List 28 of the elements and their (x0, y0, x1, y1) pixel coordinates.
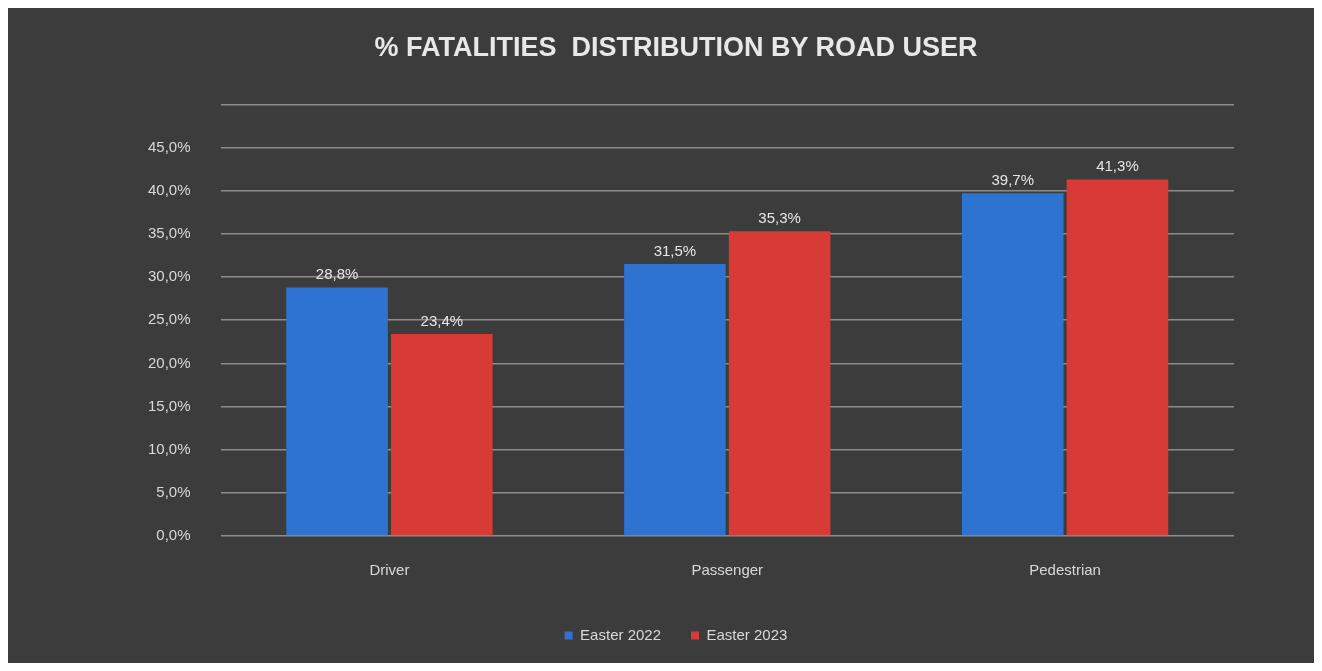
bar (961, 193, 1064, 536)
bar (391, 334, 493, 536)
y-tick-label: 25,0% (147, 310, 191, 328)
y-tick-label: 35,0% (147, 224, 191, 242)
data-label: 41,3% (1096, 157, 1139, 175)
y-tick-label: 15,0% (147, 396, 191, 414)
y-tick-label: 40,0% (147, 180, 191, 198)
x-tick-label: Driver (369, 561, 410, 579)
y-tick-label: 20,0% (147, 353, 191, 371)
bar (1066, 179, 1169, 536)
data-label: 31,5% (653, 241, 697, 259)
y-tick-label: 45,0% (147, 137, 191, 155)
bar (286, 287, 388, 536)
y-tick-label: 30,0% (147, 267, 191, 285)
y-tick-label: 5,0% (156, 482, 191, 500)
data-label: 28,8% (315, 265, 359, 283)
bar (728, 231, 831, 536)
data-label: 23,4% (420, 311, 464, 329)
x-tick-label: Passenger (691, 561, 764, 579)
data-label: 35,3% (758, 208, 801, 226)
y-tick-label: 0,0% (156, 526, 191, 544)
data-label: 39,7% (991, 170, 1034, 188)
bar (624, 264, 726, 536)
y-tick-label: 10,0% (147, 439, 191, 457)
chart-title: % FATALITIES DISTRIBUTION BY ROAD USER (374, 31, 978, 62)
legend-label: Easter 2022 (580, 625, 661, 643)
x-tick-label: Pedestrian (1029, 561, 1101, 579)
legend-label: Easter 2023 (706, 625, 788, 643)
